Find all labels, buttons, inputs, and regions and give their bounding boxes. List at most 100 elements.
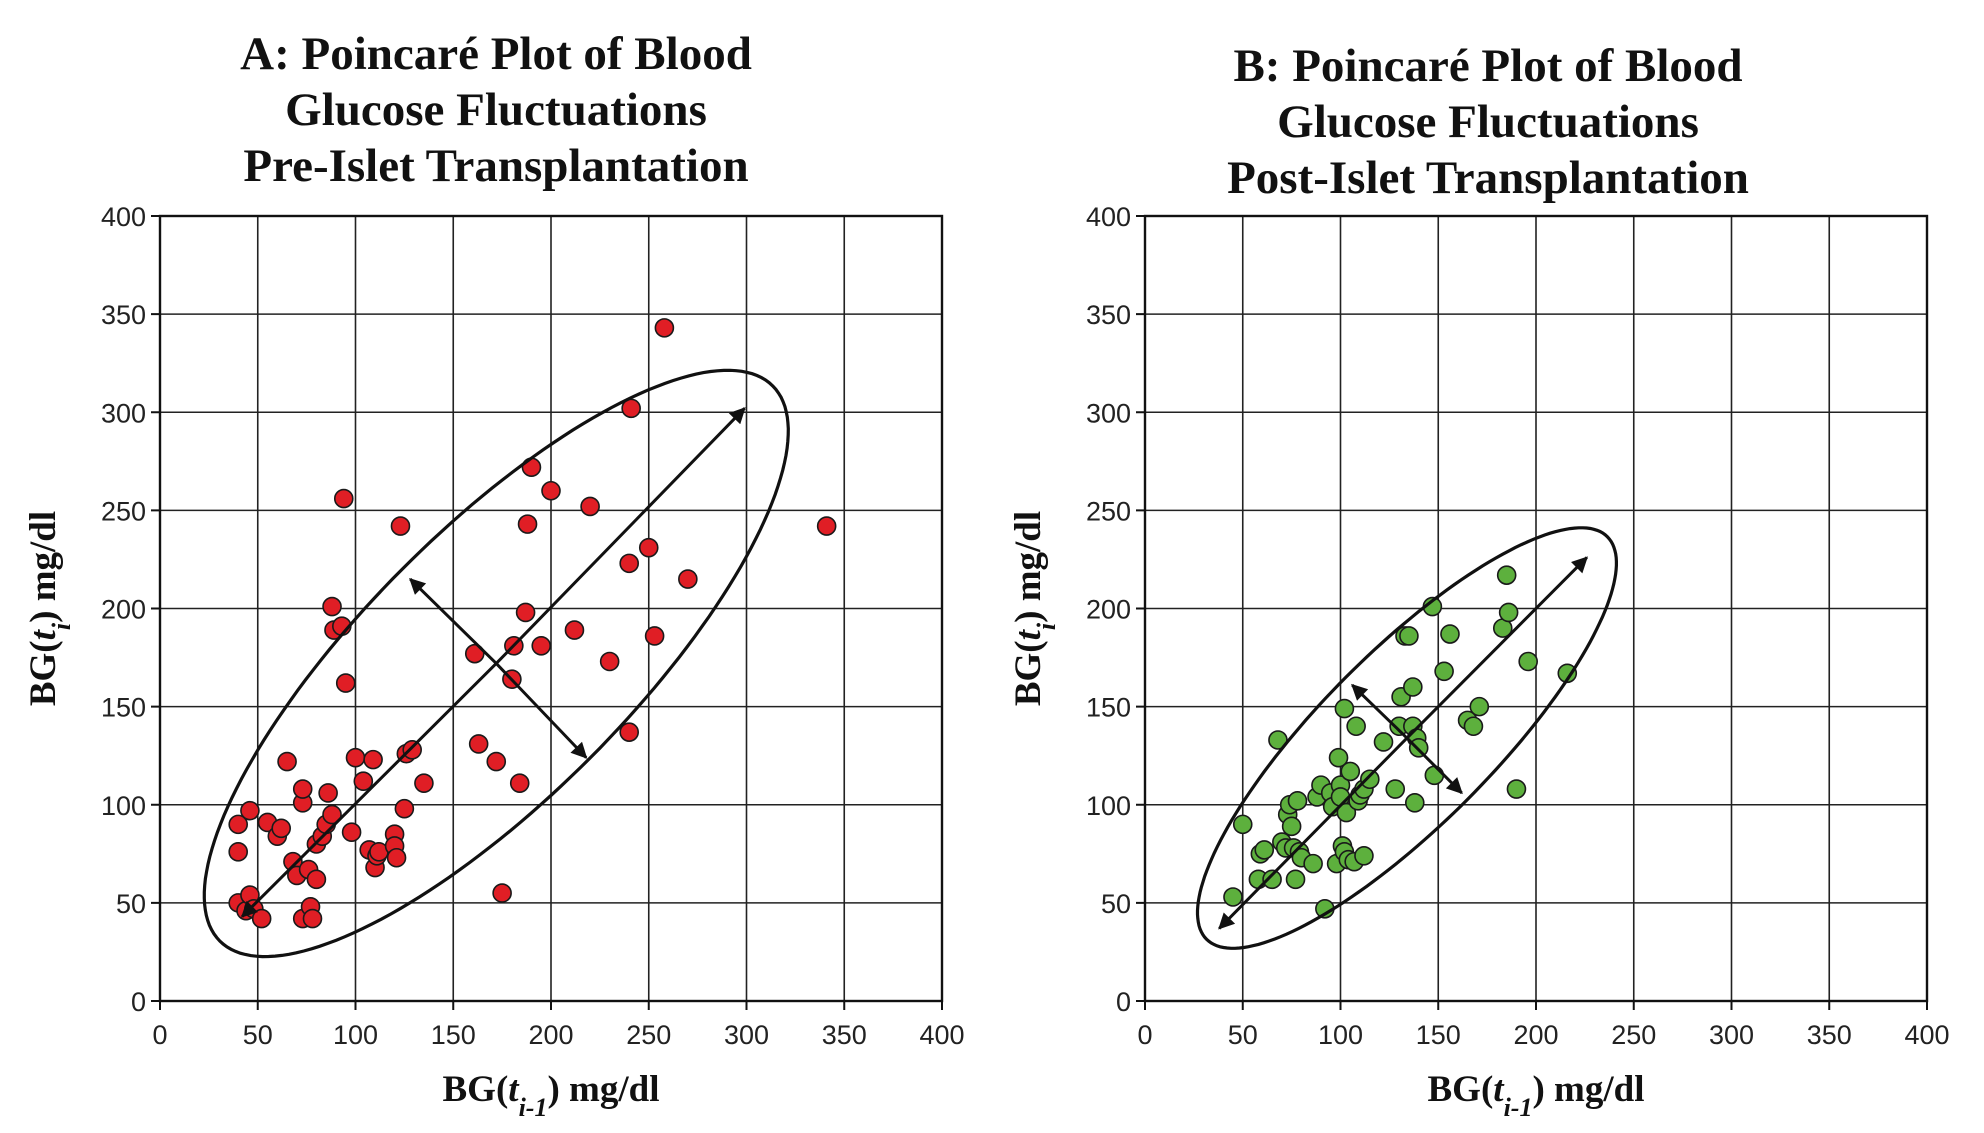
data-point <box>1403 677 1423 697</box>
data-point <box>228 814 248 835</box>
data-point <box>318 783 338 803</box>
title-line: Pre-Islet Transplantation <box>243 140 749 192</box>
data-point <box>619 722 640 742</box>
data-point <box>1223 887 1243 907</box>
data-point <box>1404 792 1425 813</box>
data-point <box>564 620 585 640</box>
axis-arrow <box>1405 736 1463 795</box>
y-tick-label: 200 <box>101 595 146 625</box>
data-point <box>1424 765 1445 786</box>
y-tick-label: 350 <box>101 300 146 330</box>
title-line: Glucose Fluctuations <box>285 84 707 136</box>
y-tick-label: 50 <box>116 889 146 919</box>
data-point <box>816 516 837 536</box>
data-point <box>644 626 665 646</box>
data-point <box>486 751 507 772</box>
x-tick-label: 400 <box>919 1020 964 1050</box>
data-point <box>509 773 530 793</box>
data-point <box>619 553 640 574</box>
x-axis-label: BG(ti-1) mg/dl <box>1428 1069 1645 1122</box>
data-point <box>341 822 362 843</box>
data-point <box>322 596 342 617</box>
data-point <box>251 908 272 929</box>
data-point <box>306 869 327 890</box>
chart-title-a: A: Poincaré Plot of Blood Glucose Fluctu… <box>0 26 992 194</box>
data-point <box>292 779 313 799</box>
x-tick-label: 200 <box>528 1020 573 1050</box>
data-point <box>541 480 561 501</box>
data-point <box>1287 791 1308 811</box>
data-point <box>531 635 552 656</box>
axis-arrow <box>240 662 498 918</box>
data-point <box>515 602 536 623</box>
y-tick-label: 150 <box>1086 693 1131 723</box>
x-tick-label: 400 <box>1904 1020 1949 1050</box>
title-line: A: Poincaré Plot of Blood <box>240 28 752 80</box>
x-tick-label: 250 <box>626 1020 671 1050</box>
y-tick-label: 250 <box>1086 496 1131 526</box>
x-tick-label: 0 <box>152 1020 167 1050</box>
data-point <box>1469 696 1490 717</box>
x-tick-label: 0 <box>1137 1020 1152 1050</box>
x-tick-label: 350 <box>822 1020 867 1050</box>
variability-ellipse <box>1195 526 1618 950</box>
data-point <box>390 516 411 536</box>
y-tick-label: 300 <box>1086 398 1131 428</box>
data-point <box>335 673 356 693</box>
y-axis-label: BG(ti) mg/dl <box>23 511 76 706</box>
axis-arrow <box>495 407 746 665</box>
axis-arrow <box>1218 736 1409 930</box>
data-point <box>1518 651 1538 672</box>
data-point <box>394 798 415 819</box>
data-point <box>333 488 354 509</box>
x-tick-label: 300 <box>724 1020 769 1050</box>
axis-arrow <box>495 662 588 759</box>
data-point <box>1334 698 1355 719</box>
data-point <box>402 739 422 760</box>
x-tick-label: 50 <box>1228 1020 1258 1050</box>
data-point <box>1328 747 1349 768</box>
data-point <box>1440 624 1460 644</box>
x-tick-label: 50 <box>243 1020 273 1050</box>
x-tick-label: 150 <box>1416 1020 1461 1050</box>
data-point <box>1506 779 1527 799</box>
data-point <box>1340 761 1361 782</box>
chart-title-b: B: Poincaré Plot of Blood Glucose Fluctu… <box>992 38 1984 206</box>
data-point <box>1498 602 1519 623</box>
data-point <box>580 496 600 517</box>
data-point <box>1463 716 1484 737</box>
data-point <box>492 883 512 903</box>
y-tick-label: 100 <box>1086 791 1131 821</box>
data-point <box>386 847 407 868</box>
data-point <box>1399 626 1419 646</box>
data-point <box>1360 769 1380 790</box>
data-point <box>638 537 659 558</box>
data-point <box>277 751 297 772</box>
data-point <box>1496 565 1517 585</box>
chart-panel-a: A: Poincaré Plot of Blood Glucose Fluctu… <box>0 26 992 1122</box>
data-point <box>228 842 248 862</box>
data-point <box>1385 779 1406 799</box>
data-point <box>1281 816 1302 837</box>
data-point <box>1303 853 1323 874</box>
variability-ellipse <box>202 368 790 959</box>
y-tick-label: 400 <box>101 202 146 232</box>
data-point <box>517 514 538 534</box>
y-tick-label: 50 <box>1101 889 1131 919</box>
x-tick-label: 200 <box>1513 1020 1558 1050</box>
y-tick-label: 400 <box>1086 202 1131 232</box>
y-tick-label: 200 <box>1086 595 1131 625</box>
data-point <box>302 908 323 929</box>
x-tick-label: 300 <box>1709 1020 1754 1050</box>
scatter-plot-a: 0 50 100 150 200 250 300 350 400 0 50 100 150 200 250 3… <box>23 202 965 1122</box>
data-point <box>240 800 260 821</box>
y-tick-label: 0 <box>131 987 146 1017</box>
data-point <box>353 771 374 792</box>
data-point <box>1434 661 1454 682</box>
data-point <box>271 818 292 839</box>
data-point <box>345 747 366 768</box>
y-tick-label: 100 <box>101 791 146 821</box>
y-tick-label: 350 <box>1086 300 1131 330</box>
y-axis-label: BG(ti) mg/dl <box>1008 511 1061 706</box>
title-line: B: Poincaré Plot of Blood <box>1233 40 1743 92</box>
